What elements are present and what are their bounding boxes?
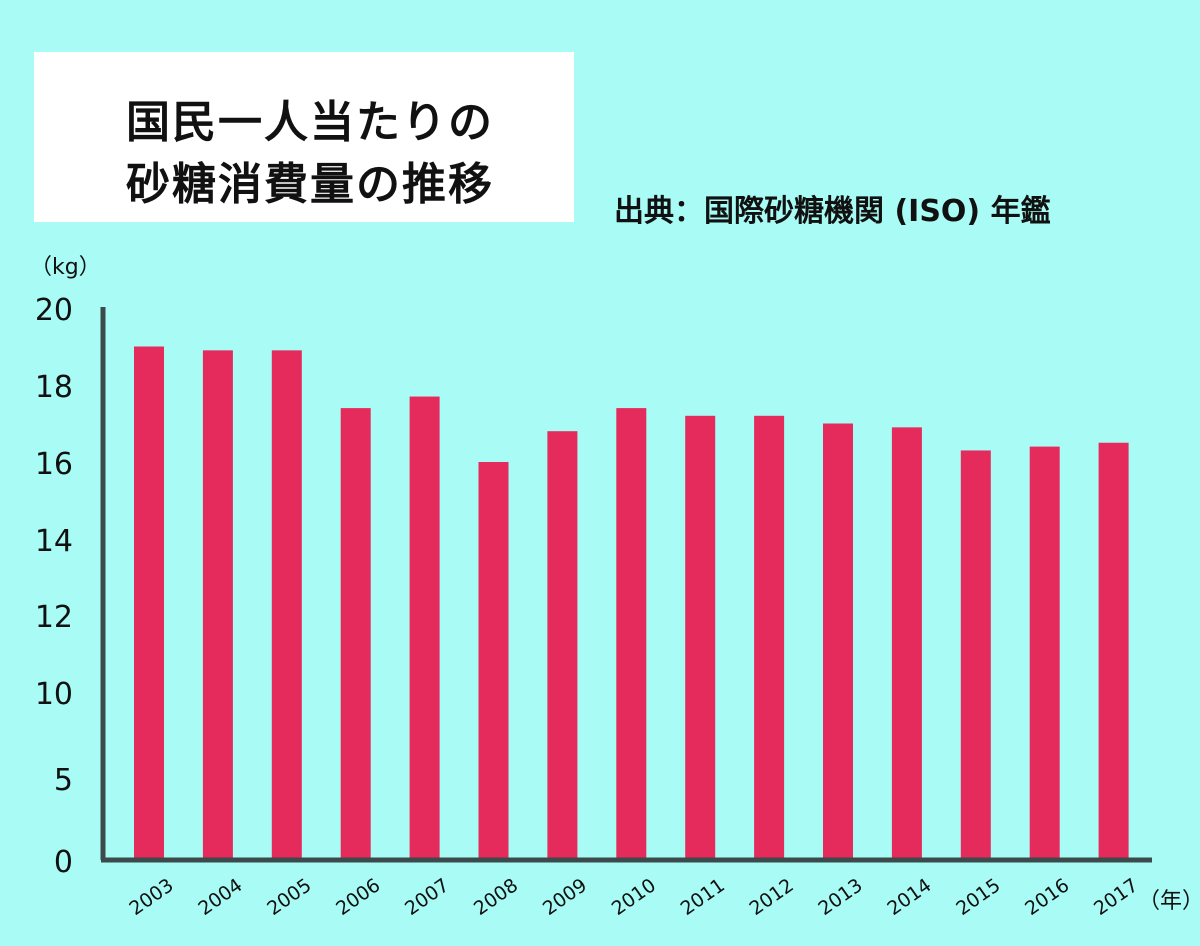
x-tick-label-2005: 2005 [263, 874, 315, 920]
x-tick-label-2010: 2010 [608, 874, 660, 920]
bar-2016 [1029, 446, 1060, 860]
bar-2005 [271, 350, 302, 860]
x-tick-label-2016: 2016 [1021, 874, 1073, 920]
bar-2009 [547, 431, 578, 860]
x-tick-label-2017: 2017 [1090, 874, 1142, 920]
bar-2011 [685, 415, 716, 860]
y-tick-label-0: 0 [54, 845, 73, 880]
bar-2012 [754, 415, 785, 860]
x-tick-label-2012: 2012 [746, 874, 798, 920]
y-tick-label-14: 14 [35, 524, 73, 559]
y-tick-label-12: 12 [35, 600, 73, 635]
y-tick-label-16: 16 [35, 447, 73, 482]
chart-title-line-1: 国民一人当たりの [126, 97, 494, 148]
y-tick-label-18: 18 [35, 370, 73, 405]
bar-2015 [960, 450, 991, 860]
bar-2003 [134, 346, 164, 860]
x-tick-label-2015: 2015 [952, 874, 1004, 920]
y-axis-unit: （kg） [30, 255, 101, 280]
bar-2008 [478, 462, 509, 860]
x-axis-unit: （年） [1138, 889, 1200, 914]
x-tick-label-2006: 2006 [332, 874, 384, 920]
x-tick-label-2007: 2007 [401, 874, 453, 920]
x-tick-label-2014: 2014 [883, 874, 935, 920]
bar-2006 [340, 408, 371, 860]
x-tick-label-2009: 2009 [539, 874, 591, 920]
bar-2017 [1098, 442, 1129, 860]
y-tick-label-5: 5 [54, 763, 73, 798]
x-tick-label-2008: 2008 [470, 874, 522, 920]
chart-title-line-2: 砂糖消費量の推移 [126, 159, 494, 210]
y-tick-label-10: 10 [35, 677, 73, 712]
x-tick-label-2003: 2003 [125, 874, 177, 920]
bar-2013 [823, 423, 853, 860]
x-tick-label-2013: 2013 [814, 874, 866, 920]
x-tick-label-2011: 2011 [677, 874, 729, 920]
source-note: 出典：国際砂糖機関 (ISO) 年鑑 [614, 194, 1051, 229]
bar-2007 [409, 396, 440, 860]
bar-2004 [202, 350, 233, 860]
x-tick-label-2004: 2004 [194, 874, 246, 920]
bar-2014 [891, 427, 922, 860]
title-box: 国民一人当たりの 砂糖消費量の推移 [34, 52, 574, 222]
y-tick-label-20: 20 [35, 293, 73, 328]
bar-2010 [616, 408, 647, 860]
